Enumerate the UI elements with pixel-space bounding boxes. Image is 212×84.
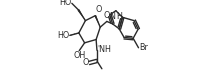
Text: Br: Br [139, 43, 148, 52]
Text: O: O [96, 5, 102, 14]
Text: HO: HO [59, 0, 71, 7]
Text: H: H [117, 12, 122, 21]
Polygon shape [94, 15, 100, 27]
Text: HO: HO [57, 31, 69, 40]
Text: 'NH: 'NH [97, 45, 111, 54]
Text: OH: OH [73, 51, 85, 60]
Text: O: O [82, 58, 88, 67]
Text: N: N [110, 12, 116, 21]
Text: O: O [104, 11, 110, 20]
Polygon shape [77, 9, 85, 21]
